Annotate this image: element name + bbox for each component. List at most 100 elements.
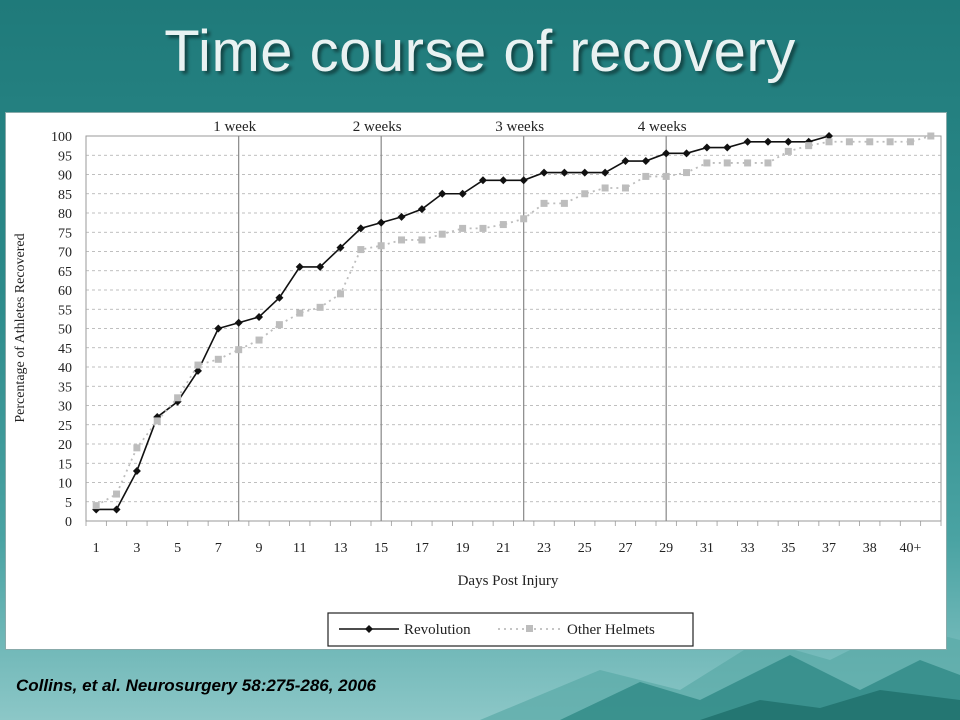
data-point-revolution (763, 137, 772, 146)
y-tick-label: 80 (58, 207, 72, 222)
data-point-other-helmets (459, 224, 467, 232)
series-line-other-helmets (95, 135, 932, 507)
x-tick-label: 19 (456, 541, 470, 556)
data-point-revolution (519, 176, 528, 185)
y-tick-label: 75 (58, 226, 72, 241)
x-tick-label: 7 (215, 541, 222, 556)
data-point-revolution (234, 318, 243, 327)
data-point-revolution (438, 189, 447, 198)
week-marker-label: 2 weeks (353, 119, 402, 135)
data-point-revolution (621, 157, 630, 166)
x-tick-label: 17 (415, 541, 429, 556)
y-tick-label: 30 (58, 400, 72, 415)
data-point-revolution (417, 205, 426, 214)
data-point-revolution (214, 324, 223, 333)
x-tick-label: 40+ (900, 541, 922, 556)
data-point-revolution (458, 189, 467, 198)
data-point-revolution (193, 366, 202, 375)
y-axis-label: Percentage of Athletes Recovered (13, 233, 28, 422)
data-point-other-helmets (642, 172, 650, 180)
data-point-other-helmets (601, 184, 609, 192)
x-tick-label: 38 (863, 541, 877, 556)
data-point-other-helmets (683, 169, 691, 177)
data-point-other-helmets (845, 138, 853, 146)
data-point-other-helmets (296, 309, 304, 317)
data-point-other-helmets (235, 346, 243, 354)
data-point-revolution (255, 312, 264, 321)
y-tick-label: 60 (58, 284, 72, 299)
x-tick-label: 29 (659, 541, 673, 556)
data-point-other-helmets (194, 361, 202, 369)
recovery-chart: 1 week 2 weeks 3 weeks 4 weeks 051015202530… (13, 119, 942, 647)
data-point-revolution (641, 157, 650, 166)
data-point-other-helmets (886, 138, 894, 146)
legend-label-other-helmets: Other Helmets (567, 622, 655, 638)
data-point-revolution (499, 176, 508, 185)
week-marker-label: 4 weeks (638, 119, 687, 135)
data-point-revolution (295, 262, 304, 271)
data-point-other-helmets (214, 355, 222, 363)
data-point-revolution (540, 168, 549, 177)
legend-marker-revolution (365, 625, 373, 633)
data-point-other-helmets (825, 138, 833, 146)
y-tick-label: 5 (65, 496, 72, 511)
data-point-revolution (825, 132, 834, 140)
data-point-revolution (336, 243, 345, 252)
x-tick-label: 1 (93, 541, 100, 556)
legend-label-revolution: Revolution (404, 622, 471, 638)
data-point-other-helmets (174, 394, 182, 402)
y-tick-label: 0 (65, 515, 72, 530)
data-point-other-helmets (581, 190, 589, 198)
data-point-revolution (580, 168, 589, 177)
data-point-other-helmets (133, 444, 141, 452)
data-point-other-helmets (153, 417, 161, 425)
data-point-revolution (478, 176, 487, 185)
data-point-other-helmets (438, 230, 446, 238)
data-point-other-helmets (744, 159, 752, 167)
y-tick-label: 40 (58, 361, 72, 376)
x-tick-label: 15 (374, 541, 388, 556)
y-tick-label: 65 (58, 265, 72, 280)
data-point-revolution (356, 224, 365, 233)
y-tick-label: 55 (58, 303, 72, 318)
legend-marker-other (526, 625, 533, 632)
data-point-other-helmets (764, 159, 772, 167)
data-point-other-helmets (255, 336, 263, 344)
chart-panel: 1 week 2 weeks 3 weeks 4 weeks 0 5 10 15 20 25 30… (5, 112, 947, 650)
data-point-other-helmets (336, 290, 344, 298)
y-tick-label: 50 (58, 323, 72, 338)
y-tick-label: 90 (58, 169, 72, 184)
data-point-other-helmets (398, 236, 406, 244)
data-point-revolution (601, 168, 610, 177)
week-marker-label: 3 weeks (495, 119, 544, 135)
data-point-other-helmets (805, 142, 813, 150)
x-tick-label: 25 (578, 541, 592, 556)
data-point-other-helmets (418, 236, 426, 244)
y-tick-label: 10 (58, 477, 72, 492)
x-tick-label: 21 (496, 541, 510, 556)
x-tick-label: 23 (537, 541, 551, 556)
data-point-other-helmets (499, 221, 507, 229)
y-tick-label: 45 (58, 342, 72, 357)
y-tick-label: 35 (58, 380, 72, 395)
data-point-other-helmets (316, 303, 324, 311)
x-tick-label: 3 (133, 541, 140, 556)
y-tick-label: 95 (58, 149, 72, 164)
slide-title: Time course of recovery (164, 19, 796, 84)
data-point-other-helmets (479, 224, 487, 232)
y-tick-label: 15 (58, 457, 72, 472)
x-tick-label: 35 (781, 541, 795, 556)
data-point-revolution (112, 505, 121, 514)
data-point-other-helmets (723, 159, 731, 167)
data-point-other-helmets (784, 147, 792, 155)
data-point-other-helmets (906, 138, 914, 146)
y-tick-label: 70 (58, 246, 72, 261)
data-point-revolution (743, 137, 752, 146)
x-tick-label: 27 (618, 541, 632, 556)
week-marker-label: 1 week (213, 119, 256, 135)
x-tick-label: 13 (333, 541, 347, 556)
data-point-revolution (377, 218, 386, 227)
x-tick-label: 11 (293, 541, 306, 556)
y-tick-label: 100 (51, 130, 72, 145)
